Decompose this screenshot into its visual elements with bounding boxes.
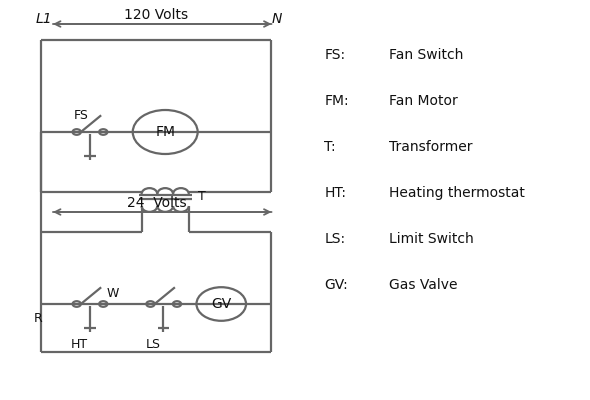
Text: FM:: FM:	[324, 94, 349, 108]
Text: T:: T:	[324, 140, 336, 154]
Text: FS: FS	[74, 109, 88, 122]
Text: Fan Switch: Fan Switch	[389, 48, 464, 62]
Text: HT:: HT:	[324, 186, 346, 200]
Text: Heating thermostat: Heating thermostat	[389, 186, 525, 200]
Text: L1: L1	[35, 12, 52, 26]
Text: LS: LS	[146, 338, 161, 351]
Text: Transformer: Transformer	[389, 140, 473, 154]
Text: LS:: LS:	[324, 232, 346, 246]
Text: GV:: GV:	[324, 278, 348, 292]
Text: 120 Volts: 120 Volts	[124, 8, 188, 22]
Text: N: N	[272, 12, 283, 26]
Text: FS:: FS:	[324, 48, 346, 62]
Text: Fan Motor: Fan Motor	[389, 94, 458, 108]
Text: 24  Volts: 24 Volts	[126, 196, 186, 210]
Text: W: W	[106, 287, 119, 300]
Text: HT: HT	[71, 338, 88, 351]
Text: R: R	[34, 312, 42, 325]
Text: Limit Switch: Limit Switch	[389, 232, 474, 246]
Text: GV: GV	[211, 297, 231, 311]
Text: Gas Valve: Gas Valve	[389, 278, 458, 292]
Text: FM: FM	[155, 125, 175, 139]
Text: T: T	[198, 190, 205, 203]
